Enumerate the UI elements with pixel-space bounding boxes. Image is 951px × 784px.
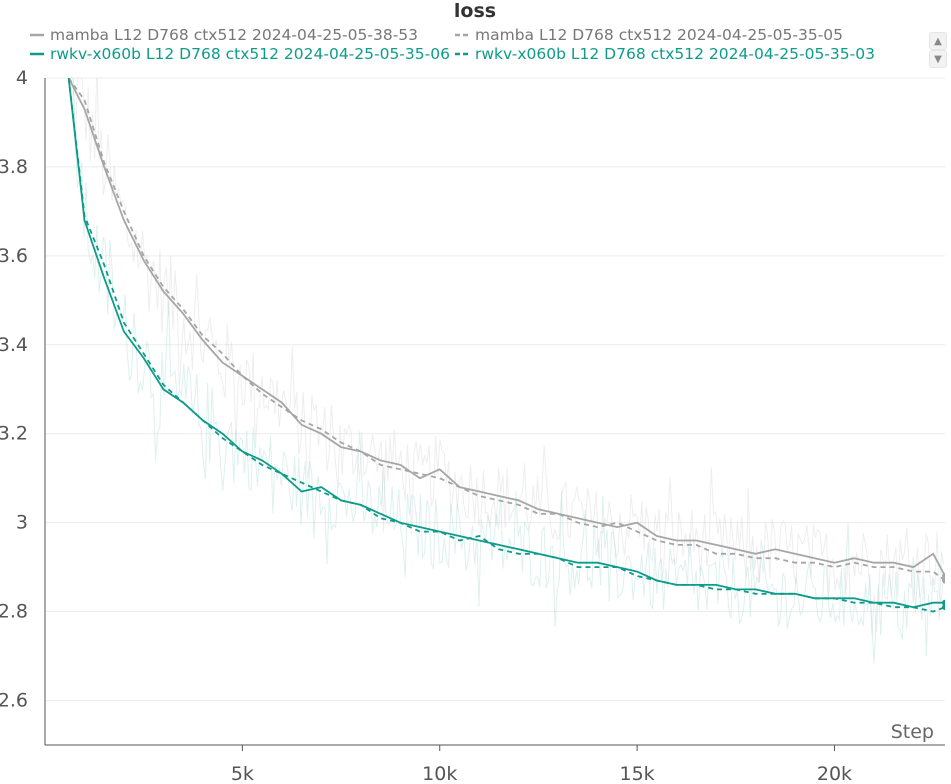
x-tick-label: 20k <box>817 763 852 784</box>
y-tick-label: 3.4 <box>0 334 28 356</box>
legend-item-label: rwkv-x060b L12 D768 ctx512 2024-04-25-05… <box>50 45 450 63</box>
raw-series-line <box>68 78 945 636</box>
series-line[interactable] <box>67 78 945 609</box>
legend-item-label: rwkv-x060b L12 D768 ctx512 2024-04-25-05… <box>475 45 875 63</box>
legend-item-label: mamba L12 D768 ctx512 2024-04-25-05-38-5… <box>50 26 418 44</box>
series-line[interactable] <box>67 78 945 577</box>
legend-item-label: mamba L12 D768 ctx512 2024-04-25-05-35-0… <box>475 26 843 44</box>
y-tick-label: 3 <box>16 512 28 534</box>
series-end-point <box>942 599 945 606</box>
y-tick-label: 4 <box>16 67 28 89</box>
series-end-point <box>942 604 945 611</box>
chart-title: loss <box>454 0 496 22</box>
y-tick-label: 2.6 <box>0 690 28 712</box>
x-tick-label: 5k <box>231 763 254 784</box>
chart-legend: mamba L12 D768 ctx512 2024-04-25-05-38-5… <box>30 26 875 63</box>
y-tick-label: 3.6 <box>0 245 28 267</box>
series-lines <box>67 78 945 613</box>
y-tick-label: 2.8 <box>0 601 28 623</box>
grid-lines <box>45 77 945 702</box>
x-tick-label: 10k <box>422 763 457 784</box>
legend-scroll-up-button[interactable]: ▲ <box>929 32 947 50</box>
y-tick-label: 3.2 <box>0 423 28 445</box>
y-tick-label: 3.8 <box>0 156 28 178</box>
series-end-point <box>942 573 945 580</box>
series-line[interactable] <box>67 78 945 582</box>
raw-loss-noise <box>68 78 945 664</box>
raw-series-line <box>68 78 945 664</box>
x-axis-title: Step <box>891 721 934 743</box>
x-tick-label: 15k <box>620 763 655 784</box>
axes: 2.6 2.8 3 3.2 3.4 3.6 3.8 4 5k 10k 15k 20k <box>0 67 945 784</box>
series-line[interactable] <box>67 78 945 613</box>
series-end-point <box>942 577 945 584</box>
legend-scroll-down-button[interactable]: ▼ <box>929 50 947 68</box>
